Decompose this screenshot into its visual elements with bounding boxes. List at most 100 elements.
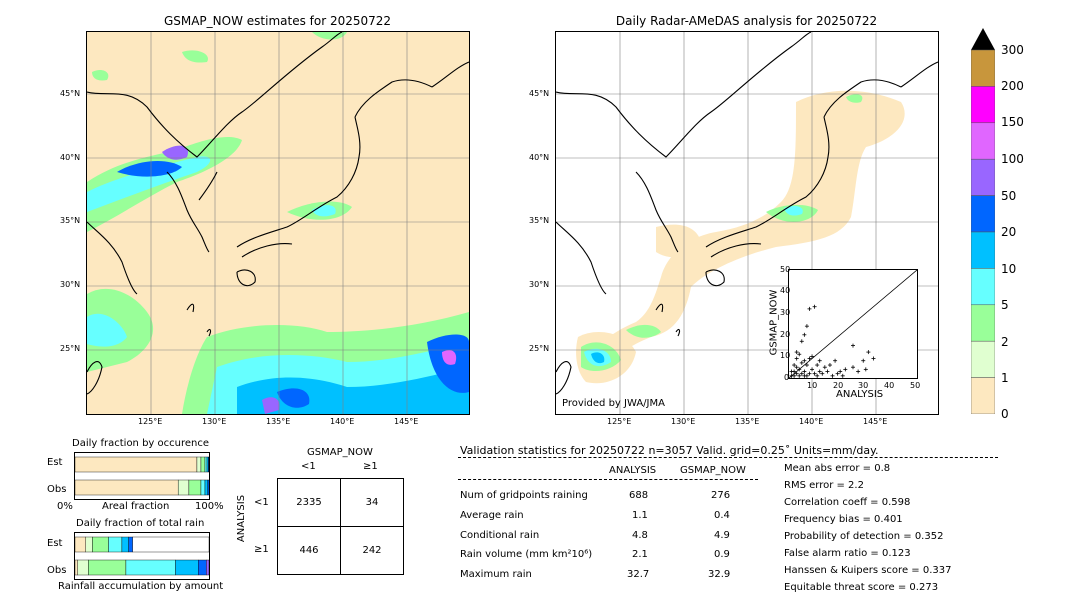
occ-svg (74, 456, 210, 496)
rain-row-obs: Obs (47, 565, 67, 576)
scatter-point (797, 367, 802, 372)
val-divider (458, 457, 998, 458)
scatter-plot (788, 269, 918, 379)
left-lat-35: 35°N (60, 216, 81, 225)
occ-bars (74, 452, 210, 500)
right-lat-40: 40°N (529, 153, 550, 162)
credit: Provided by JWA/JMA (562, 398, 665, 409)
rain-bar-segment (206, 559, 210, 576)
val-score: False alarm ratio = 0.123 (784, 548, 911, 559)
right-lon-140: 140°E (799, 417, 824, 426)
scatter-point (851, 365, 855, 370)
right-map: 50 40 30 20 10 0 10 20 30 40 50 ANALYSIS… (555, 31, 939, 415)
scatter-point (799, 339, 804, 344)
colorbar-segment (970, 377, 996, 415)
rain-row-est: Est (47, 538, 63, 549)
right-lon-145: 145°E (863, 417, 888, 426)
val-col-gsmap: GSMAP_NOW (680, 465, 746, 476)
scatter-point (825, 369, 830, 374)
scatter-y-40: 40 (780, 286, 791, 295)
cb-tick-300: 300 (1001, 43, 1024, 57)
scatter-point (817, 358, 822, 363)
scatter-point (840, 373, 845, 378)
colorbar-segment (970, 122, 996, 160)
occ-bar-segment (200, 479, 206, 496)
val-row-analysis: 688 (629, 490, 649, 501)
scatter-point (802, 332, 807, 337)
scatter-point (807, 306, 812, 311)
ct-row-header: ANALYSIS (236, 494, 248, 543)
cb-tick-150: 150 (1001, 115, 1024, 129)
colorbar-segment (970, 231, 996, 269)
colorbar-segment (970, 340, 996, 378)
left-lon-140: 140°E (330, 417, 355, 426)
scatter-y-20: 20 (780, 330, 791, 339)
right-map-title: Daily Radar-AMeDAS analysis for 20250722 (615, 14, 878, 28)
val-score: Probability of detection = 0.352 (784, 531, 944, 542)
rain-bars (74, 532, 210, 580)
left-coastline (87, 32, 469, 395)
rain-bar-segment (74, 536, 86, 553)
scatter-point (792, 363, 797, 368)
val-row-gsmap: 0.9 (714, 549, 730, 560)
scatter-point (792, 373, 797, 378)
colorbar-extend-triangle (971, 28, 995, 50)
occ-row-est: Est (47, 457, 63, 468)
scatter-point (812, 371, 817, 376)
scatter-point (802, 373, 807, 378)
colorbar (970, 28, 996, 415)
scatter-point (838, 369, 843, 374)
occ-bar-segment (188, 479, 202, 496)
occ-axis-right: 100% (195, 501, 224, 512)
scatter-point (851, 343, 855, 348)
rain-svg (74, 536, 210, 576)
scatter-point (815, 373, 820, 378)
left-map-svg (87, 32, 469, 414)
rain-bar-segment (128, 536, 133, 553)
val-score: RMS error = 2.2 (784, 480, 864, 491)
scatter-point (794, 371, 799, 376)
left-lon-135: 135°E (266, 417, 291, 426)
right-lat-25: 25°N (529, 344, 550, 353)
rain-bar-segment (88, 559, 127, 576)
rain-bar-segment (85, 536, 93, 553)
rain-bar-segment (175, 559, 199, 576)
ct-row-lt1: <1 (254, 497, 269, 508)
scatter-point (820, 371, 825, 376)
val-score: Mean abs error = 0.8 (784, 463, 891, 474)
scatter-point (815, 363, 820, 368)
colorbar-svg (970, 28, 996, 415)
scatter-point (861, 358, 866, 363)
occ-bar-segment (208, 456, 210, 473)
scatter-point (797, 373, 802, 378)
scatter-point (827, 363, 832, 368)
rain-bar-segment (121, 536, 129, 553)
scatter-x-20: 20 (833, 381, 844, 390)
cb-tick-20: 20 (1001, 225, 1017, 239)
cb-tick-200: 200 (1001, 79, 1024, 93)
scatter-point (843, 367, 848, 372)
scatter-point (794, 365, 799, 370)
scatter-x-10: 10 (807, 381, 818, 390)
colorbar-segment (970, 195, 996, 233)
val-row-label: Conditional rain (460, 530, 540, 541)
colorbar-segment (970, 268, 996, 306)
scatter-point (863, 367, 868, 372)
val-row-analysis: 32.7 (627, 569, 650, 580)
scatter-xlabel: ANALYSIS (836, 389, 884, 400)
val-row-label: Num of gridpoints raining (460, 490, 588, 501)
occ-bar-segment (206, 456, 209, 473)
rain-bar-segment (108, 536, 123, 553)
occ-row-obs: Obs (47, 484, 67, 495)
scatter-x-50: 50 (910, 381, 921, 390)
left-lon-130: 130°E (202, 417, 227, 426)
cb-tick-1: 1 (1001, 371, 1009, 385)
occ-bar-segment (204, 479, 208, 496)
colorbar-segment (970, 158, 996, 196)
colorbar-segment (970, 86, 996, 124)
val-row-label: Rain volume (mm km²10⁶) (460, 549, 593, 560)
rain-bar-segment (92, 536, 109, 553)
scatter-diagonal (789, 270, 917, 378)
ct-row-ge1: ≥1 (254, 544, 269, 555)
ct-cell-11: 242 (340, 526, 404, 575)
